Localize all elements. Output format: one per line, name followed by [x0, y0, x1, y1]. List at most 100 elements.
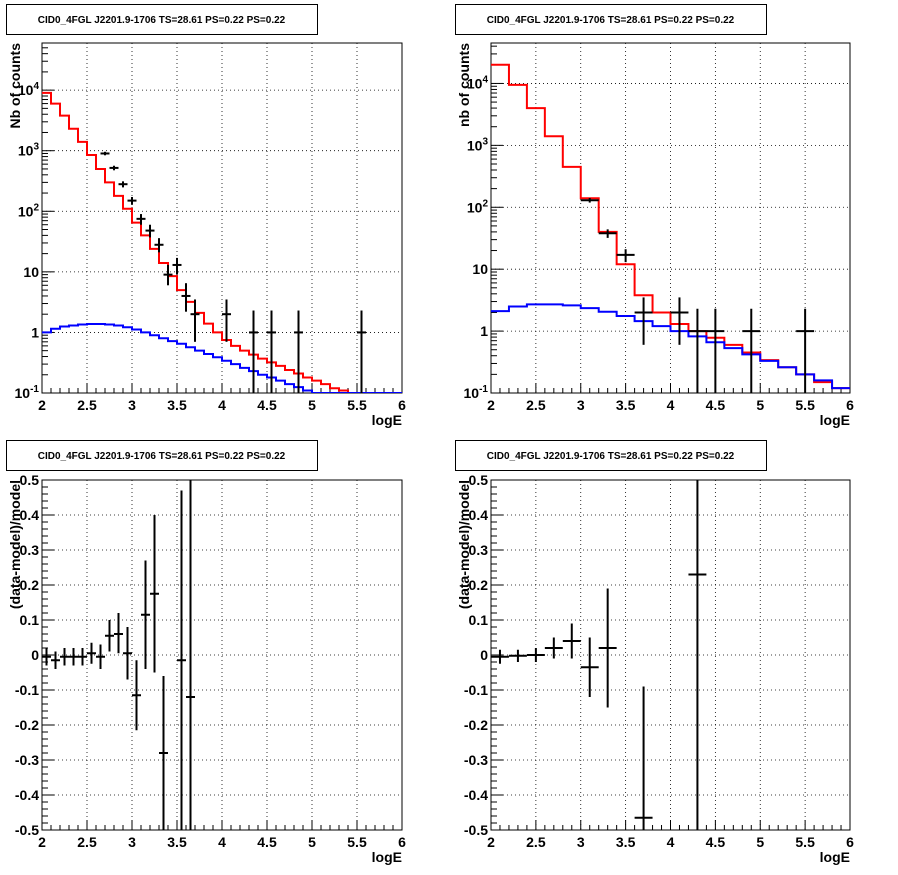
- chart-title-box: [455, 440, 767, 471]
- data-point: [109, 165, 119, 171]
- y-tick-label: -0.1: [15, 682, 39, 698]
- data-point: [136, 214, 146, 225]
- data-point: [132, 660, 141, 731]
- y-tick-label: -0.3: [15, 752, 39, 768]
- x-tick-label: 2: [38, 397, 46, 413]
- data-point: [123, 627, 132, 680]
- model-source-histogram: [42, 322, 402, 393]
- data-point: [562, 623, 581, 659]
- data-point: [544, 637, 563, 659]
- y-tick-label: -0.2: [15, 717, 39, 733]
- y-tick-label: 0.5: [469, 472, 489, 488]
- data-point: [634, 686, 653, 830]
- chart-pad-2: CID0_4FGL J2201.9-1706 TS=28.61 PS=0.22 …: [455, 4, 854, 428]
- data-point: [222, 299, 231, 342]
- x-axis-label: logE: [820, 849, 850, 865]
- data-point: [491, 649, 509, 664]
- y-tick-label: -0.5: [464, 822, 488, 838]
- data-point: [190, 299, 200, 342]
- chart-title-box: [455, 4, 767, 35]
- data-point: [127, 197, 137, 205]
- y-tick-label: 0: [31, 647, 39, 663]
- x-tick-label: 4: [218, 834, 226, 850]
- y-tick-label: 0.1: [469, 612, 489, 628]
- y-tick-label: 10: [472, 261, 488, 277]
- y-axis-label: nb of counts: [456, 43, 472, 127]
- data-point: [688, 480, 707, 830]
- data-point: [159, 676, 168, 830]
- x-tick-label: 4: [667, 834, 675, 850]
- x-tick-label: 4.5: [706, 834, 726, 850]
- y-tick-label: 0.5: [20, 472, 40, 488]
- chart-title: CID0_4FGL J2201.9-1706 TS=28.61 PS=0.22 …: [38, 15, 286, 26]
- y-tick-label: -0.5: [15, 822, 39, 838]
- data-point: [249, 310, 258, 393]
- x-tick-label: 2.5: [77, 397, 97, 413]
- data-point: [670, 297, 689, 345]
- x-tick-label: 5.5: [347, 834, 367, 850]
- x-tick-label: 5: [756, 834, 764, 850]
- plot-area: [491, 480, 707, 830]
- model-total-histogram: [42, 91, 402, 393]
- y-tick-label: 102: [18, 202, 40, 219]
- y-axis-label: Nb of counts: [7, 43, 23, 129]
- x-tick-label: 4.5: [706, 397, 726, 413]
- y-tick-label: 104: [467, 74, 489, 91]
- y-tick-label: 0.3: [469, 542, 489, 558]
- x-tick-label: 6: [398, 397, 406, 413]
- data-point: [598, 229, 617, 238]
- y-tick-label: 104: [18, 81, 40, 98]
- data-point: [357, 310, 366, 393]
- x-tick-label: 2: [487, 834, 495, 850]
- x-tick-label: 3: [128, 834, 136, 850]
- plot-area: [491, 63, 850, 393]
- data-point: [42, 648, 51, 666]
- y-tick-label: 0.3: [20, 542, 40, 558]
- data-point: [796, 308, 815, 393]
- x-tick-label: 4: [218, 397, 226, 413]
- y-tick-label: 0.2: [469, 577, 489, 593]
- y-tick-label: -0.1: [464, 682, 488, 698]
- y-tick-label: -0.2: [464, 717, 488, 733]
- x-tick-label: 3.5: [167, 397, 187, 413]
- data-point: [150, 515, 159, 673]
- x-axis-label: logE: [372, 412, 402, 428]
- chart-pad-3: CID0_4FGL J2201.9-1706 TS=28.61 PS=0.22 …: [6, 440, 406, 865]
- y-tick-label: 0: [480, 647, 488, 663]
- data-point: [267, 310, 276, 393]
- data-point: [177, 490, 186, 830]
- y-tick-label: 103: [18, 142, 40, 159]
- data-point: [141, 560, 150, 669]
- x-tick-label: 4: [667, 397, 675, 413]
- data-point: [118, 181, 128, 188]
- data-point: [634, 297, 653, 345]
- x-tick-label: 6: [846, 834, 854, 850]
- chart-pad-4: CID0_4FGL J2201.9-1706 TS=28.61 PS=0.22 …: [455, 440, 854, 865]
- y-tick-label: 103: [467, 136, 489, 153]
- plot-area: [42, 91, 402, 393]
- data-point: [96, 644, 105, 669]
- x-tick-label: 6: [398, 834, 406, 850]
- data-point: [60, 648, 69, 666]
- y-tick-label: 0.4: [469, 507, 489, 523]
- data-point: [181, 283, 191, 312]
- y-tick-label: 0.2: [20, 577, 40, 593]
- plot-area: [42, 480, 195, 830]
- data-point: [186, 480, 195, 830]
- data-point: [580, 637, 599, 697]
- x-tick-label: 3.5: [616, 834, 636, 850]
- x-tick-label: 5.5: [795, 397, 815, 413]
- y-tick-label: 1: [480, 323, 488, 339]
- x-tick-label: 2.5: [526, 834, 546, 850]
- x-tick-label: 3.5: [167, 834, 187, 850]
- x-tick-label: 2: [38, 834, 46, 850]
- data-point: [114, 613, 123, 654]
- chart-title: CID0_4FGL J2201.9-1706 TS=28.61 PS=0.22 …: [487, 451, 735, 462]
- model-source-histogram: [491, 303, 850, 390]
- y-tick-label: -0.4: [15, 787, 39, 803]
- x-tick-label: 5: [308, 397, 316, 413]
- data-point: [78, 648, 87, 666]
- x-tick-label: 3: [577, 397, 585, 413]
